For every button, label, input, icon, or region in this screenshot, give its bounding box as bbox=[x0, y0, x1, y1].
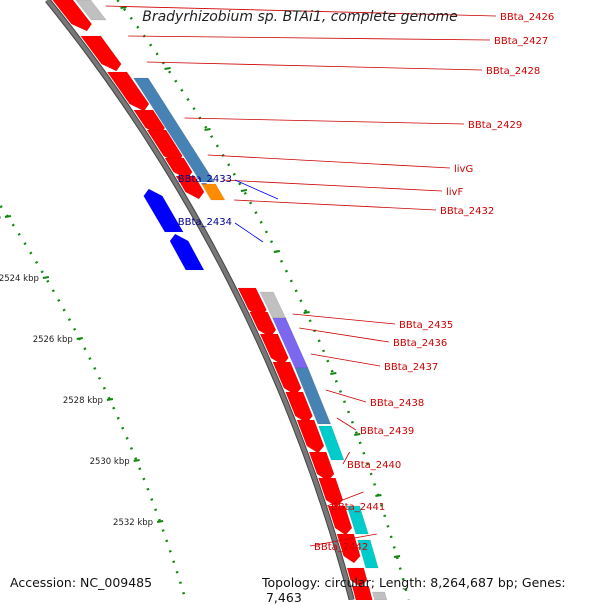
steelblue-feature bbox=[133, 77, 215, 183]
forward-gene bbox=[272, 361, 302, 396]
forward-gene bbox=[327, 505, 353, 536]
outer-ruler-tick bbox=[393, 555, 401, 558]
forward-gene bbox=[318, 477, 344, 508]
forward-gene bbox=[175, 175, 205, 200]
label-leader-line bbox=[222, 179, 443, 192]
gene-label-forward: BBta_2442 bbox=[314, 542, 368, 553]
gene-label-forward: BBta_2432 bbox=[440, 206, 494, 217]
label-leader-line bbox=[146, 61, 483, 71]
forward-gene bbox=[52, 0, 92, 32]
label-leader-line bbox=[207, 154, 451, 169]
label-leader-line bbox=[292, 313, 396, 325]
ruler-tick bbox=[106, 398, 114, 401]
outer-ruler-tick bbox=[240, 189, 248, 192]
ruler-tick bbox=[42, 276, 50, 279]
ruler-tick bbox=[76, 337, 83, 340]
genes-value: 7,463 bbox=[265, 590, 302, 605]
genes-label: Genes: bbox=[521, 575, 566, 590]
cyan-feature bbox=[357, 539, 379, 569]
gene-label-forward: BBta_2426 bbox=[500, 12, 554, 23]
outer-ruler-tick bbox=[375, 494, 382, 497]
accession-label: Accession: bbox=[10, 575, 77, 590]
outer-ruler-tick bbox=[354, 433, 361, 436]
label-leader-line bbox=[326, 491, 364, 507]
forward-gene bbox=[80, 35, 122, 72]
accession-value: NC_009485 bbox=[80, 575, 153, 590]
genome-stats: Topology: circular; Length: 8,264,687 bp… bbox=[262, 575, 566, 605]
outer-ruler-tick bbox=[273, 250, 280, 253]
label-leader-line bbox=[299, 327, 390, 343]
forward-gene bbox=[296, 419, 325, 454]
gene-label-forward: BBta_2428 bbox=[486, 66, 540, 77]
gene-label-forward: BBta_2429 bbox=[468, 120, 522, 131]
outer-ruler-tick bbox=[303, 311, 310, 314]
label-leader-line bbox=[234, 222, 264, 243]
ruler-tick-label: 2528 kbp bbox=[63, 396, 103, 406]
gene-label-forward: BBta_2437 bbox=[384, 362, 438, 373]
ruler-tick-label: 2522 kbp bbox=[0, 213, 1, 223]
gene-label-forward: BBta_2435 bbox=[399, 320, 453, 331]
backbone-core bbox=[45, 0, 354, 600]
forward-gene bbox=[249, 311, 277, 338]
gray-feature bbox=[372, 591, 388, 600]
gene-label-forward: BBta_2439 bbox=[360, 426, 414, 437]
label-leader-line bbox=[105, 5, 497, 17]
purple-feature bbox=[272, 317, 309, 369]
forward-gene bbox=[106, 71, 150, 112]
outer-ruler-tick bbox=[330, 372, 337, 375]
backbone-line bbox=[45, 0, 355, 600]
label-leader-line bbox=[309, 533, 377, 547]
gene-label-forward: livG bbox=[454, 164, 473, 175]
ruler-inner-dots bbox=[0, 202, 186, 596]
gene-label-forward: BBta_2436 bbox=[393, 338, 447, 349]
label-leader-line bbox=[184, 117, 465, 125]
gene-label-forward: BBta_2427 bbox=[494, 36, 548, 47]
gene-label-reverse: BBta_2433 bbox=[178, 174, 232, 185]
gray-feature bbox=[75, 0, 107, 21]
reverse-gene bbox=[169, 233, 205, 271]
gene-label-reverse: BBta_2434 bbox=[178, 217, 232, 228]
steelblue-feature bbox=[294, 367, 332, 425]
forward-gene bbox=[259, 333, 289, 366]
label-leader-line bbox=[310, 353, 381, 367]
outer-ruler-tick bbox=[164, 67, 171, 70]
ruler-outer-dots bbox=[116, 0, 410, 600]
cyan-feature bbox=[346, 505, 369, 535]
outer-ruler-tick bbox=[120, 6, 127, 9]
forward-gene bbox=[285, 391, 313, 424]
gene-label-forward: BBta_2441 bbox=[331, 502, 385, 513]
forward-gene bbox=[346, 567, 368, 588]
ruler-tick-label: 2526 kbp bbox=[33, 335, 73, 345]
forward-gene bbox=[308, 451, 335, 482]
forward-gene bbox=[351, 585, 373, 600]
label-leader-line bbox=[128, 35, 491, 41]
topology-value: circular bbox=[324, 575, 371, 590]
reverse-gene bbox=[143, 188, 184, 233]
ruler-tick-label: 2532 kbp bbox=[113, 518, 153, 528]
length-value: 8,264,687 bp bbox=[430, 575, 514, 590]
label-leader-line bbox=[336, 417, 357, 431]
ruler-tick-label: 2530 kbp bbox=[90, 457, 130, 467]
label-leader-line bbox=[342, 451, 350, 465]
outer-ruler-tick bbox=[204, 128, 211, 131]
label-leader-line bbox=[234, 179, 279, 200]
gene-label-forward: livF bbox=[446, 187, 463, 198]
gene-label-forward: BBta_2438 bbox=[370, 398, 424, 409]
forward-gene bbox=[336, 533, 361, 564]
orange-feature bbox=[201, 183, 226, 201]
label-leader-line bbox=[234, 199, 437, 211]
cyan-feature bbox=[318, 425, 345, 461]
forward-gene bbox=[164, 157, 193, 180]
accession-info: Accession: NC_009485 bbox=[10, 575, 152, 590]
length-label: Length: bbox=[378, 575, 427, 590]
ruler-tick bbox=[133, 459, 140, 462]
topology-label: Topology: bbox=[262, 575, 321, 590]
map-title: Bradyrhizobium sp. BTAi1, complete genom… bbox=[142, 9, 458, 25]
ruler-tick bbox=[4, 215, 12, 218]
gene-label-forward: BBta_2440 bbox=[347, 460, 401, 471]
label-leader-line bbox=[325, 389, 367, 403]
ruler-tick bbox=[156, 520, 164, 523]
ruler-tick-label: 2524 kbp bbox=[0, 274, 39, 284]
